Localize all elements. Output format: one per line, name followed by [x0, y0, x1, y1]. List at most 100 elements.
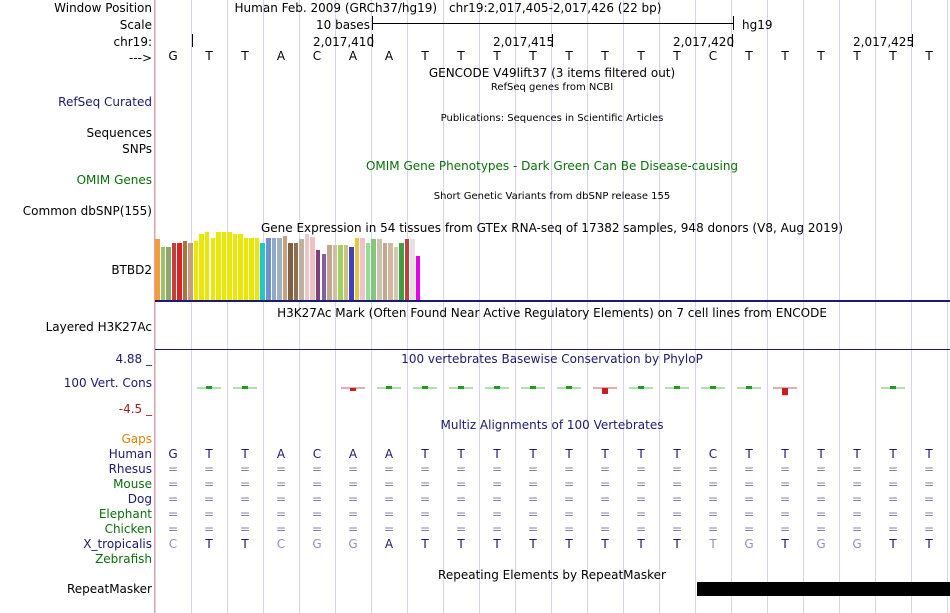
track-title-h3k27ac[interactable]: H3K27Ac Mark (Often Found Near Active Re… — [277, 306, 827, 320]
phylop-score-bar[interactable] — [890, 386, 896, 389]
gtex-tissue-bar[interactable] — [293, 243, 299, 300]
gtex-tissue-bar[interactable] — [232, 234, 238, 300]
gtex-tissue-bar[interactable] — [155, 239, 160, 300]
phylop-plot[interactable] — [155, 370, 950, 410]
phylop-score-bar[interactable] — [494, 386, 500, 389]
phylop-score-bar[interactable] — [386, 386, 392, 389]
gtex-tissue-bar[interactable] — [254, 238, 260, 300]
track-label-repeatmasker[interactable]: RepeatMasker — [66, 582, 152, 596]
gtex-tissue-bar[interactable] — [199, 234, 204, 300]
gtex-tissue-bar[interactable] — [216, 232, 221, 300]
species-label[interactable]: Rhesus — [108, 462, 152, 476]
gridline — [587, 0, 588, 613]
gtex-tissue-bar[interactable] — [266, 238, 271, 300]
gtex-tissue-bar[interactable] — [393, 247, 399, 300]
track-title-omim[interactable]: OMIM Gene Phenotypes - Dark Green Can Be… — [365, 159, 739, 173]
gtex-tissue-bar[interactable] — [288, 243, 293, 300]
species-label-zebrafish[interactable]: Zebrafish — [95, 552, 152, 566]
gtex-tissue-bar[interactable] — [327, 245, 332, 300]
gtex-tissue-bar[interactable] — [271, 238, 277, 300]
gtex-tissue-bar[interactable] — [310, 237, 315, 300]
phylop-score-bar[interactable] — [674, 386, 680, 389]
gtex-tissue-bar[interactable] — [399, 243, 404, 300]
phylop-score-bar[interactable] — [710, 386, 716, 389]
phylop-score-bar[interactable] — [422, 386, 428, 389]
gtex-tissue-bar[interactable] — [282, 236, 288, 300]
gtex-tissue-bar[interactable] — [354, 238, 360, 300]
gtex-tissue-bar[interactable] — [365, 243, 371, 300]
gtex-tissue-bar[interactable] — [377, 239, 382, 300]
track-label-omim[interactable]: OMIM Genes — [76, 173, 152, 187]
gtex-tissue-bar[interactable] — [204, 232, 210, 300]
species-label[interactable]: Chicken — [104, 522, 152, 536]
gtex-tissue-bar[interactable] — [388, 243, 393, 300]
gtex-tissue-bar[interactable] — [193, 241, 199, 300]
gtex-tissue-bar[interactable] — [171, 243, 177, 300]
phylop-score-bar[interactable] — [566, 386, 572, 389]
track-label-btbd2[interactable]: BTBD2 — [111, 263, 152, 277]
gtex-tissue-bar[interactable] — [415, 256, 421, 300]
gtex-tissue-bar[interactable] — [260, 243, 265, 300]
gtex-tissue-bar[interactable] — [182, 241, 188, 300]
species-label[interactable]: Dog — [127, 492, 152, 506]
phylop-score-bar[interactable] — [746, 386, 752, 389]
track-label-sequences[interactable]: Sequences — [86, 126, 152, 140]
track-label-dbsnp[interactable]: Common dbSNP(155) — [22, 204, 152, 218]
gtex-tissue-bar[interactable] — [315, 250, 321, 300]
track-title-publications[interactable]: Publications: Sequences in Scientific Ar… — [440, 113, 664, 124]
track-image-area[interactable]: Human Feb. 2009 (GRCh37/hg19) chr19:2,017… — [155, 0, 950, 613]
gtex-tissue-bar[interactable] — [243, 238, 249, 300]
alignment-base: = — [887, 477, 899, 491]
track-label-refseq[interactable]: RefSeq Curated — [58, 95, 152, 109]
sequence-base: T — [241, 49, 249, 63]
gtex-tissue-bar[interactable] — [238, 234, 243, 300]
phylop-score-bar[interactable] — [530, 386, 536, 389]
gtex-tissue-bar[interactable] — [349, 247, 354, 300]
track-title-refseq[interactable]: RefSeq genes from NCBI — [490, 82, 614, 93]
gtex-tissue-bar[interactable] — [177, 243, 182, 300]
gtex-tissue-bar[interactable] — [221, 232, 227, 300]
species-label[interactable]: Mouse — [113, 477, 152, 491]
gtex-tissue-bar[interactable] — [343, 245, 349, 300]
phylop-score-bar[interactable] — [206, 386, 212, 389]
species-label[interactable]: Gaps — [121, 432, 152, 446]
gtex-tissue-bar[interactable] — [338, 245, 343, 300]
gtex-tissue-bar[interactable] — [321, 254, 327, 300]
gtex-tissue-bar[interactable] — [160, 247, 166, 300]
track-title-dbsnp[interactable]: Short Genetic Variants from dbSNP releas… — [433, 191, 671, 202]
gtex-tissue-bar[interactable] — [210, 238, 216, 300]
gtex-tissue-bar[interactable] — [304, 234, 310, 300]
phylop-score-bar[interactable] — [638, 386, 644, 389]
gtex-tissue-bar[interactable] — [227, 232, 232, 300]
species-label[interactable]: Elephant — [98, 507, 152, 521]
gtex-tissue-bar[interactable] — [404, 239, 410, 300]
gtex-tissue-bar[interactable] — [360, 238, 365, 300]
repeat-element-block[interactable] — [697, 582, 950, 596]
track-title-gencode[interactable]: GENCODE V49lift37 (3 items filtered out) — [428, 66, 676, 80]
gtex-tissue-bar[interactable] — [277, 238, 282, 300]
species-label[interactable]: Human — [108, 447, 152, 461]
track-title-phylop[interactable]: 100 vertebrates Basewise Conservation by… — [401, 352, 703, 366]
track-title-multiz[interactable]: Multiz Alignments of 100 Vertebrates — [440, 418, 664, 432]
gtex-tissue-bar[interactable] — [249, 238, 254, 300]
phylop-score-bar[interactable] — [602, 388, 608, 394]
track-label-h3k27ac[interactable]: Layered H3K27Ac — [45, 320, 152, 334]
track-title-gtex[interactable]: Gene Expression in 54 tissues from GTEx … — [260, 221, 844, 235]
phylop-score-bar[interactable] — [242, 386, 248, 389]
gtex-tissue-bar[interactable] — [166, 247, 171, 300]
gtex-tissue-bar[interactable] — [299, 239, 304, 300]
gridline — [155, 0, 156, 613]
gtex-tissue-bar[interactable] — [371, 239, 376, 300]
gtex-tissue-bar[interactable] — [332, 245, 338, 300]
gtex-tissue-bar[interactable] — [382, 243, 388, 300]
track-label-snps[interactable]: SNPs — [122, 142, 152, 156]
phylop-score-bar[interactable] — [782, 388, 788, 396]
track-title-repeatmasker[interactable]: Repeating Elements by RepeatMasker — [438, 568, 666, 582]
track-label-cons[interactable]: 100 Vert. Cons — [63, 376, 152, 390]
gtex-bar-chart[interactable] — [155, 232, 535, 300]
gtex-tissue-bar[interactable] — [188, 243, 193, 300]
species-label[interactable]: X_tropicalis — [83, 537, 152, 551]
phylop-score-bar[interactable] — [350, 388, 356, 391]
phylop-score-bar[interactable] — [458, 386, 464, 389]
gtex-tissue-bar[interactable] — [410, 239, 415, 300]
